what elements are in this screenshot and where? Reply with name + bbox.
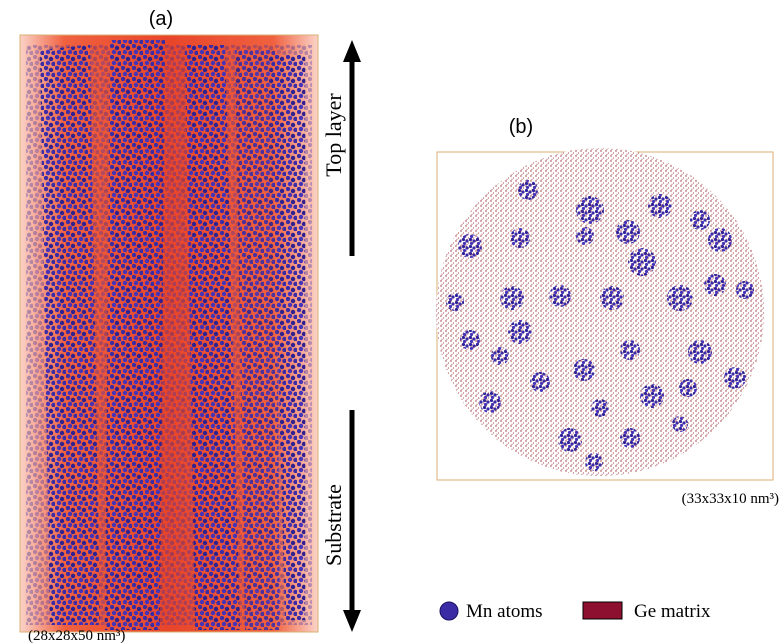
legend: Mn atoms Ge matrix [439,601,711,622]
arrow-down [343,410,361,632]
volume-a [19,34,319,633]
arrow-up [343,40,361,256]
bottom-label: Substrate [321,484,346,566]
volume-b [436,148,774,481]
legend-swatch [439,601,459,621]
top-label: Top layer [321,93,346,177]
dimensions: (33x33x10 nm³) [682,491,779,507]
dimensions: (28x28x50 nm³) [28,628,125,644]
legend-label: Mn atoms [466,601,543,622]
panel-label: (a) [149,8,173,30]
legend-swatch [582,601,623,620]
legend-label: Ge matrix [634,601,711,622]
panel-label: (b) [509,116,533,138]
